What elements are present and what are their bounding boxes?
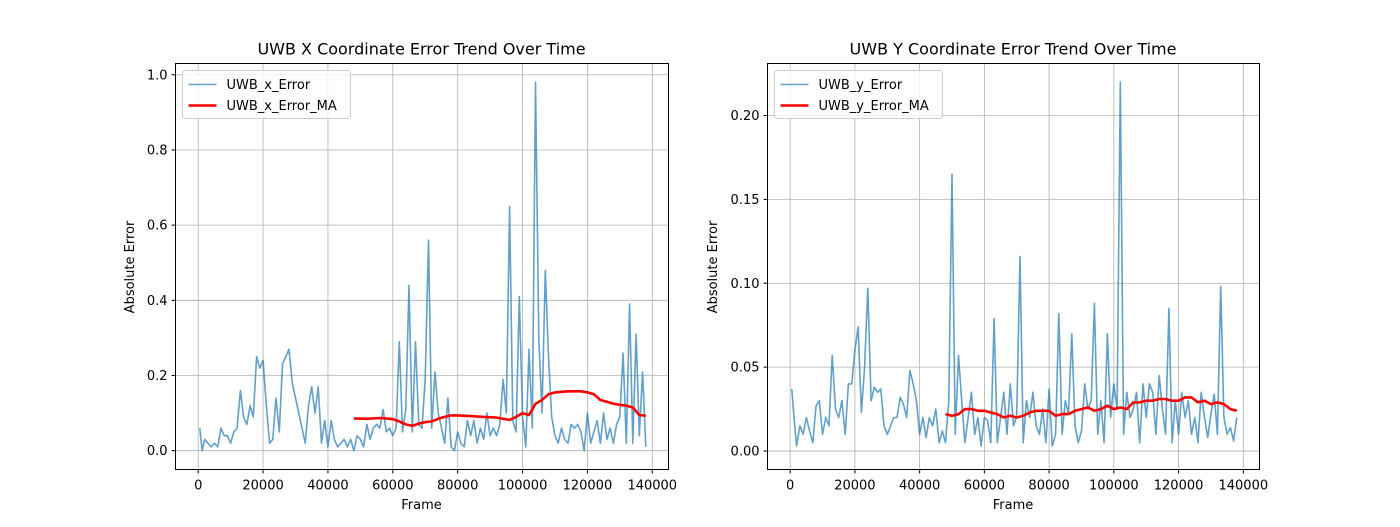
- x-tick-label: 140000: [1218, 479, 1268, 494]
- legend-box: [774, 70, 943, 119]
- x-axis-label: Frame: [401, 498, 442, 513]
- x-tick-label: 120000: [1154, 479, 1204, 494]
- y-axis-label: Absolute Error: [706, 220, 721, 313]
- legend-entry: UWB_x_Error: [227, 78, 311, 93]
- series-line-UWB_y_Error_MA: [945, 396, 1238, 419]
- legend: UWB_x_Error UWB_x_Error_MA: [182, 70, 351, 119]
- y-tick-label: 0.10: [731, 277, 760, 292]
- series-line-UWB_x_Error_MA: [353, 389, 646, 428]
- grid: [767, 63, 1260, 470]
- legend-entry: UWB_x_Error_MA: [227, 99, 337, 114]
- x-tick-label: 20000: [242, 479, 283, 494]
- x-tick-label: 40000: [899, 479, 940, 494]
- x-tick-label: 100000: [1089, 479, 1139, 494]
- y-tick-label: 0.8: [147, 143, 168, 158]
- y-tick-label: 0.2: [147, 369, 168, 384]
- x-tick-label: 60000: [964, 479, 1005, 494]
- x-tick-label: 80000: [1028, 479, 1069, 494]
- y-tick-label: 0.4: [147, 294, 168, 309]
- x-error-chart: UWB X Coordinate Error Trend Over Time F…: [123, 40, 677, 514]
- x-axis-label: Frame: [993, 498, 1034, 513]
- grid: [175, 63, 669, 470]
- y-tick-label: 0.0: [147, 444, 168, 459]
- x-tick-label: 140000: [627, 479, 677, 494]
- x-tick-label: 40000: [307, 479, 348, 494]
- y-error-chart: UWB Y Coordinate Error Trend Over Time F…: [706, 40, 1268, 514]
- y-tick-label: 1.0: [147, 68, 168, 83]
- legend-entry: UWB_y_Error: [819, 78, 903, 93]
- x-tick-label: 60000: [372, 479, 413, 494]
- series-line-UWB_y_Error: [791, 81, 1238, 447]
- y-axis-label: Absolute Error: [123, 220, 138, 313]
- y-tick-label: 0.00: [731, 445, 760, 460]
- y-tick-label: 0.20: [731, 109, 760, 124]
- legend-entry: UWB_y_Error_MA: [819, 99, 929, 114]
- legend: UWB_y_Error UWB_y_Error_MA: [774, 70, 943, 119]
- chart-title: UWB Y Coordinate Error Trend Over Time: [850, 40, 1177, 59]
- plot-frame: [767, 63, 1260, 470]
- series-line-UWB_x_Error: [199, 81, 647, 452]
- y-tick-label: 0.6: [147, 219, 168, 234]
- x-tick-label: 0: [786, 479, 794, 494]
- x-tick-label: 120000: [563, 479, 613, 494]
- x-tick-label: 20000: [834, 479, 875, 494]
- x-tick-label: 80000: [437, 479, 478, 494]
- x-tick-label: 100000: [498, 479, 548, 494]
- y-tick-label: 0.05: [731, 361, 760, 376]
- plot-frame: [175, 63, 669, 470]
- x-tick-label: 0: [194, 479, 202, 494]
- chart-title: UWB X Coordinate Error Trend Over Time: [257, 40, 585, 59]
- y-tick-label: 0.15: [731, 193, 760, 208]
- legend-box: [182, 70, 351, 119]
